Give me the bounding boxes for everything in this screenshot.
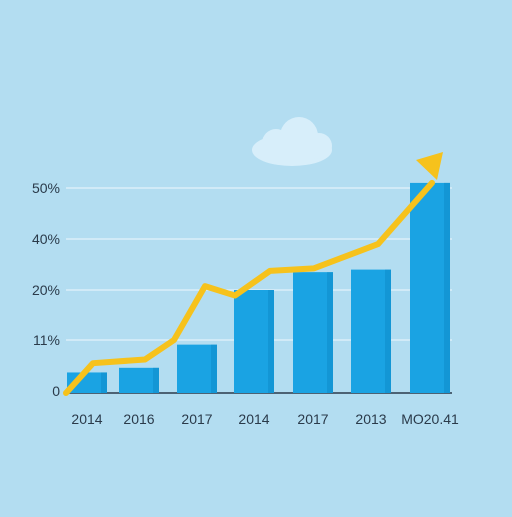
trend-line <box>63 152 443 396</box>
y-tick-label: 0 <box>52 383 60 399</box>
y-axis-ticks: 0 11% 20% 40% 50% <box>32 180 60 399</box>
bar <box>119 367 159 393</box>
x-tick-label: 2017 <box>181 411 212 427</box>
cloud-icon <box>252 117 332 166</box>
bar-shade <box>153 367 159 393</box>
y-tick-label: 11% <box>33 332 60 348</box>
x-tick-label: MO20.41 <box>401 411 459 427</box>
arrow-up-right-icon <box>416 152 443 180</box>
x-axis-ticks: 2014 2016 2017 2014 2017 2013 MO20.41 <box>71 411 459 427</box>
x-tick-label: 2014 <box>71 411 102 427</box>
bar-shade <box>101 372 107 393</box>
bar-shade <box>211 344 217 393</box>
x-tick-label: 2017 <box>297 411 328 427</box>
bar <box>410 182 450 393</box>
bar <box>177 344 217 393</box>
bar-shade <box>268 290 274 393</box>
bar <box>293 272 333 393</box>
bar-shade <box>327 272 333 393</box>
bar <box>234 290 274 393</box>
y-tick-label: 40% <box>32 231 60 247</box>
y-tick-label: 50% <box>32 180 60 196</box>
bar <box>351 269 391 393</box>
trend-line-path <box>63 179 435 396</box>
x-tick-label: 2016 <box>123 411 154 427</box>
bars <box>67 182 450 393</box>
y-tick-label: 20% <box>32 282 60 298</box>
x-tick-label: 2013 <box>355 411 386 427</box>
bar-shade <box>385 269 391 393</box>
x-tick-label: 2014 <box>238 411 269 427</box>
bar-shade <box>444 182 450 393</box>
